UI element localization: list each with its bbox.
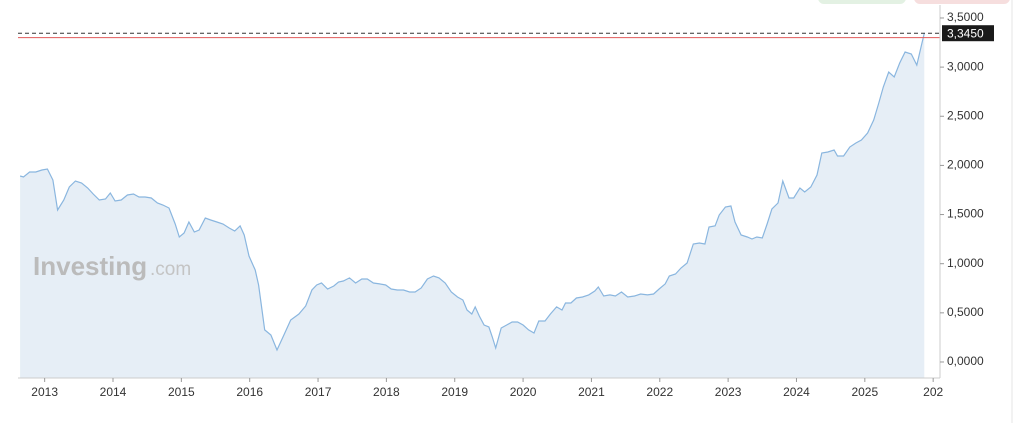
x-tick-label: 2016 — [236, 385, 263, 399]
area-fill — [20, 33, 925, 378]
sell-button[interactable] — [914, 0, 1010, 4]
x-tick-label: 2022 — [646, 385, 673, 399]
x-tick-label: 2014 — [100, 385, 127, 399]
buy-button[interactable] — [818, 0, 906, 4]
x-tick-label: 2017 — [305, 385, 332, 399]
y-tick-label: 1,0000 — [947, 256, 984, 270]
x-tick-label: 2018 — [373, 385, 400, 399]
watermark-suffix: .com — [150, 259, 191, 280]
watermark-brand: Investing — [33, 251, 147, 281]
x-tick-label: 2024 — [783, 385, 810, 399]
current-price-label: 3,3450 — [947, 26, 984, 40]
x-tick-label: 2023 — [715, 385, 742, 399]
y-tick-label: 2,5000 — [947, 108, 984, 122]
x-tick-label: 2013 — [31, 385, 58, 399]
current-price-tag — [942, 25, 994, 42]
y-tick-label: 0,5000 — [947, 305, 984, 319]
y-tick-label: 0,0000 — [947, 354, 984, 368]
x-tick-label: 2025 — [851, 385, 878, 399]
x-tick-label: 2020 — [510, 385, 537, 399]
x-tick-label: 2015 — [168, 385, 195, 399]
x-tick-label: 202 — [923, 385, 943, 399]
y-tick-label: 2,0000 — [947, 158, 984, 172]
y-tick-label: 3,5000 — [947, 10, 984, 24]
price-line — [19, 33, 925, 352]
watermark: Investing .com — [33, 251, 191, 281]
x-tick-label: 2019 — [441, 385, 468, 399]
y-tick-label: 3,0000 — [947, 59, 984, 73]
x-tick-label: 2021 — [578, 385, 605, 399]
y-tick-label: 1,5000 — [947, 207, 984, 221]
